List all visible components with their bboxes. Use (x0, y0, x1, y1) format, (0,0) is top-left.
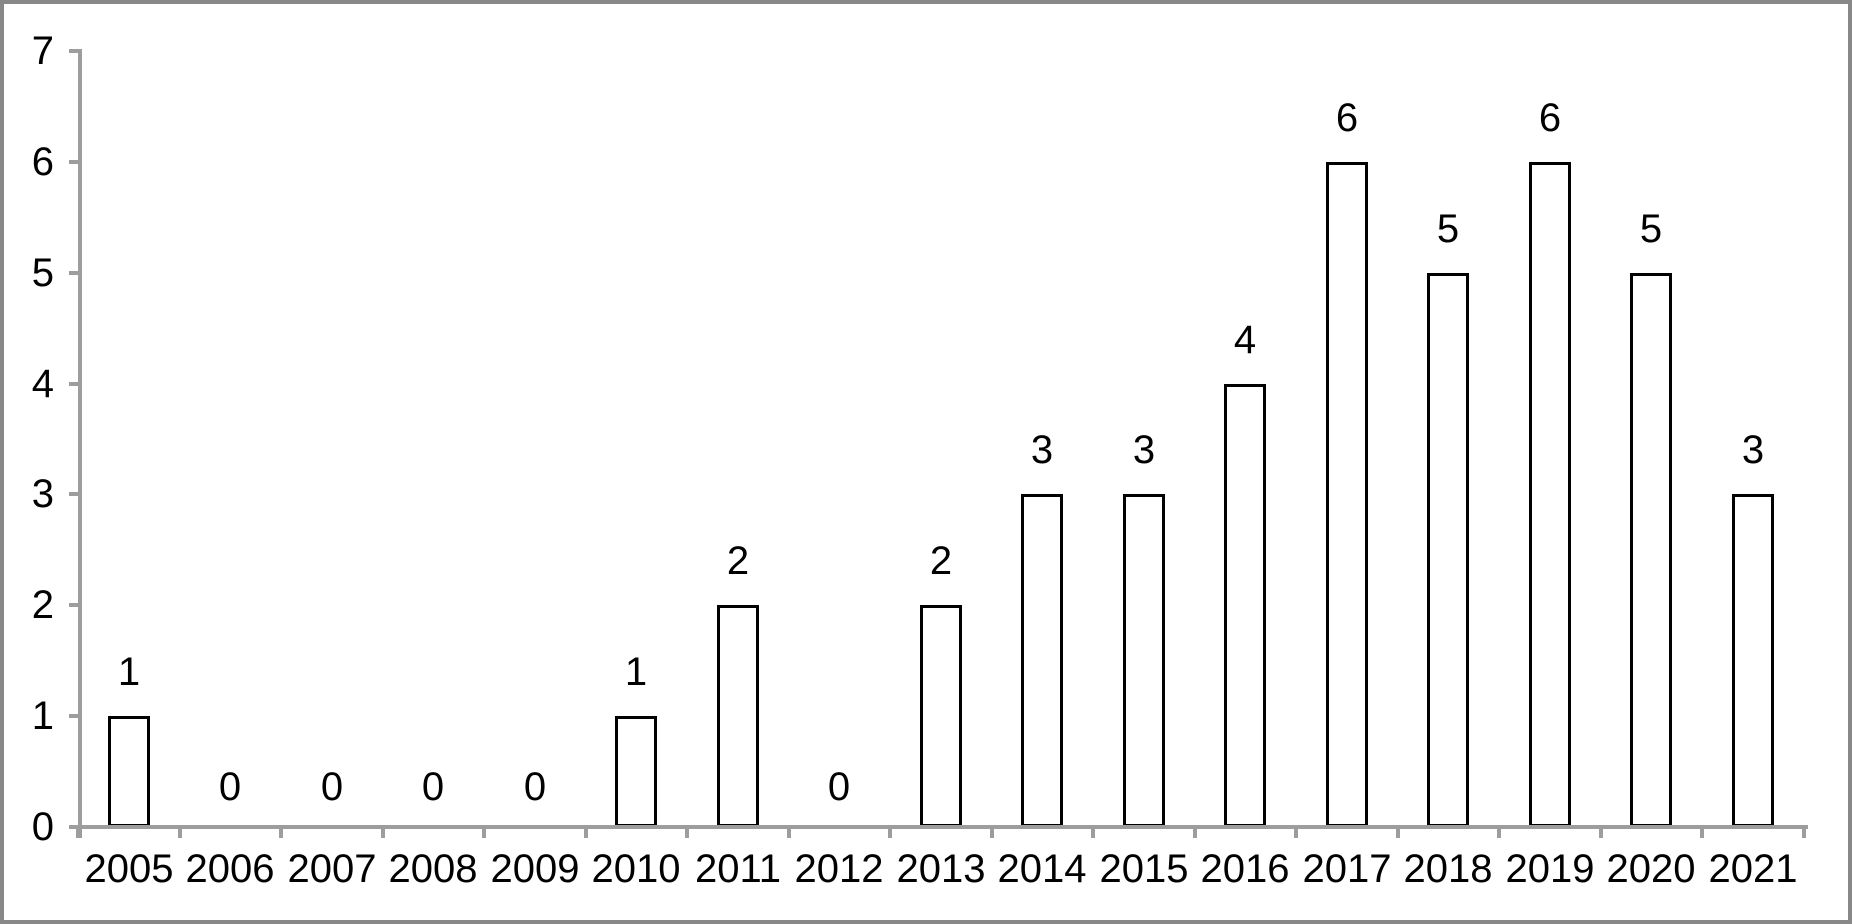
bar-value-label: 0 (218, 765, 242, 809)
x-axis-line (78, 825, 1808, 829)
bar-value-label: 2 (726, 539, 750, 583)
y-axis-tick (69, 714, 82, 718)
x-axis-tick (178, 829, 182, 838)
y-tick-label: 5 (31, 251, 54, 295)
bar-value-label: 5 (1436, 207, 1460, 251)
bar-2017 (1326, 162, 1368, 827)
x-tick-label: 2015 (1099, 847, 1189, 891)
x-tick-label: 2008 (388, 847, 478, 891)
y-tick-label: 0 (31, 805, 54, 849)
bar-value-label: 2 (929, 539, 953, 583)
bar-value-label: 0 (827, 765, 851, 809)
x-axis-tick (482, 829, 486, 838)
y-axis-tick (69, 382, 82, 386)
y-tick-label: 1 (31, 694, 54, 738)
bar-value-label: 0 (320, 765, 344, 809)
x-tick-label: 2018 (1403, 847, 1493, 891)
x-tick-label: 2007 (287, 847, 377, 891)
x-axis-tick (584, 829, 588, 838)
bar-value-label: 0 (421, 765, 445, 809)
bar-2011 (717, 605, 759, 827)
bar-2020 (1630, 273, 1672, 827)
x-tick-label: 2009 (490, 847, 580, 891)
y-axis-tick (69, 160, 82, 164)
bar-value-label: 5 (1639, 207, 1663, 251)
bar-2010 (615, 716, 657, 827)
x-axis-tick (279, 829, 283, 838)
bar-2013 (920, 605, 962, 827)
x-axis-tick (1294, 829, 1298, 838)
x-tick-label: 2011 (694, 847, 781, 891)
y-axis-tick (69, 49, 82, 53)
y-tick-label: 6 (31, 140, 54, 184)
x-axis-tick (1497, 829, 1501, 838)
bar-value-label: 0 (523, 765, 547, 809)
bar-2021 (1732, 494, 1774, 827)
x-axis-tick (888, 829, 892, 838)
x-axis-tick (685, 829, 689, 838)
x-axis-tick (1091, 829, 1095, 838)
bar-value-label: 3 (1132, 428, 1156, 472)
bar-value-label: 4 (1233, 318, 1257, 362)
y-axis-tick (69, 492, 82, 496)
x-tick-label: 2006 (185, 847, 275, 891)
x-axis-tick (1802, 829, 1806, 838)
bar-value-label: 6 (1335, 96, 1359, 140)
x-tick-label: 2019 (1505, 847, 1595, 891)
x-axis-tick (990, 829, 994, 838)
x-tick-label: 2021 (1708, 847, 1798, 891)
x-axis-tick (1599, 829, 1603, 838)
bar-2005 (108, 716, 150, 827)
bar-2014 (1021, 494, 1063, 827)
y-axis-tick (69, 825, 82, 829)
x-tick-label: 2017 (1302, 847, 1392, 891)
y-tick-label: 7 (31, 29, 54, 73)
bar-value-label: 6 (1538, 96, 1562, 140)
x-tick-label: 2014 (997, 847, 1087, 891)
x-tick-label: 2016 (1200, 847, 1290, 891)
bar-2016 (1224, 384, 1266, 827)
x-axis-tick (1193, 829, 1197, 838)
y-tick-label: 4 (31, 362, 54, 406)
x-axis-tick (1396, 829, 1400, 838)
x-tick-label: 2005 (84, 847, 174, 891)
y-axis-line (78, 51, 82, 838)
x-tick-label: 2010 (591, 847, 681, 891)
y-axis-tick (69, 603, 82, 607)
bar-value-label: 3 (1030, 428, 1054, 472)
x-axis-tick (381, 829, 385, 838)
x-tick-label: 2020 (1606, 847, 1696, 891)
x-tick-label: 2012 (794, 847, 884, 891)
bar-2018 (1427, 273, 1469, 827)
bar-2019 (1529, 162, 1571, 827)
bar-value-label: 1 (117, 650, 141, 694)
bar-value-label: 3 (1741, 428, 1765, 472)
x-tick-label: 2013 (896, 847, 986, 891)
y-axis-tick (69, 271, 82, 275)
y-tick-label: 2 (31, 583, 54, 627)
y-tick-label: 3 (31, 472, 54, 516)
x-axis-tick (787, 829, 791, 838)
bar-2015 (1123, 494, 1165, 827)
x-axis-tick (1700, 829, 1704, 838)
bar-value-label: 1 (624, 650, 648, 694)
